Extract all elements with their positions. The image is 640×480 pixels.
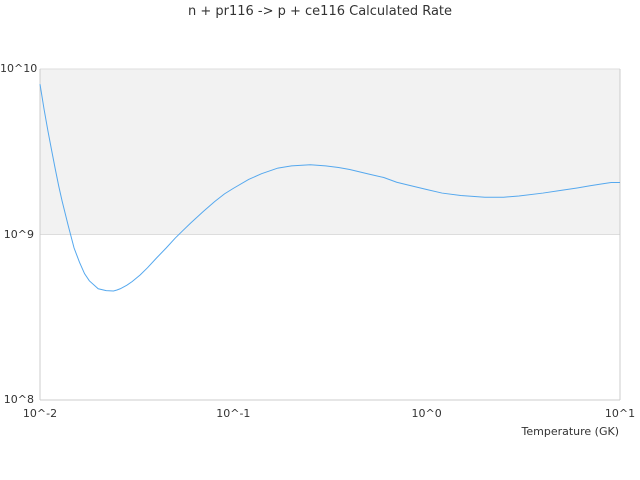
x-axis-label: Temperature (GK) bbox=[521, 425, 620, 438]
shaded-band bbox=[40, 69, 620, 235]
x-tick-label: 10^-2 bbox=[22, 407, 58, 420]
x-tick-label: 10^-1 bbox=[216, 407, 251, 420]
y-tick-label: 10^8 bbox=[3, 393, 34, 406]
rate-line-series bbox=[39, 84, 620, 292]
x-tick-label: 10^1 bbox=[604, 407, 636, 420]
x-tick-label: 10^0 bbox=[411, 407, 442, 420]
chart-title: n + pr116 -> p + ce116 Calculated Rate bbox=[187, 4, 453, 19]
y-tick-label: 10^10 bbox=[0, 62, 38, 75]
y-tick-label: 10^9 bbox=[3, 227, 34, 241]
